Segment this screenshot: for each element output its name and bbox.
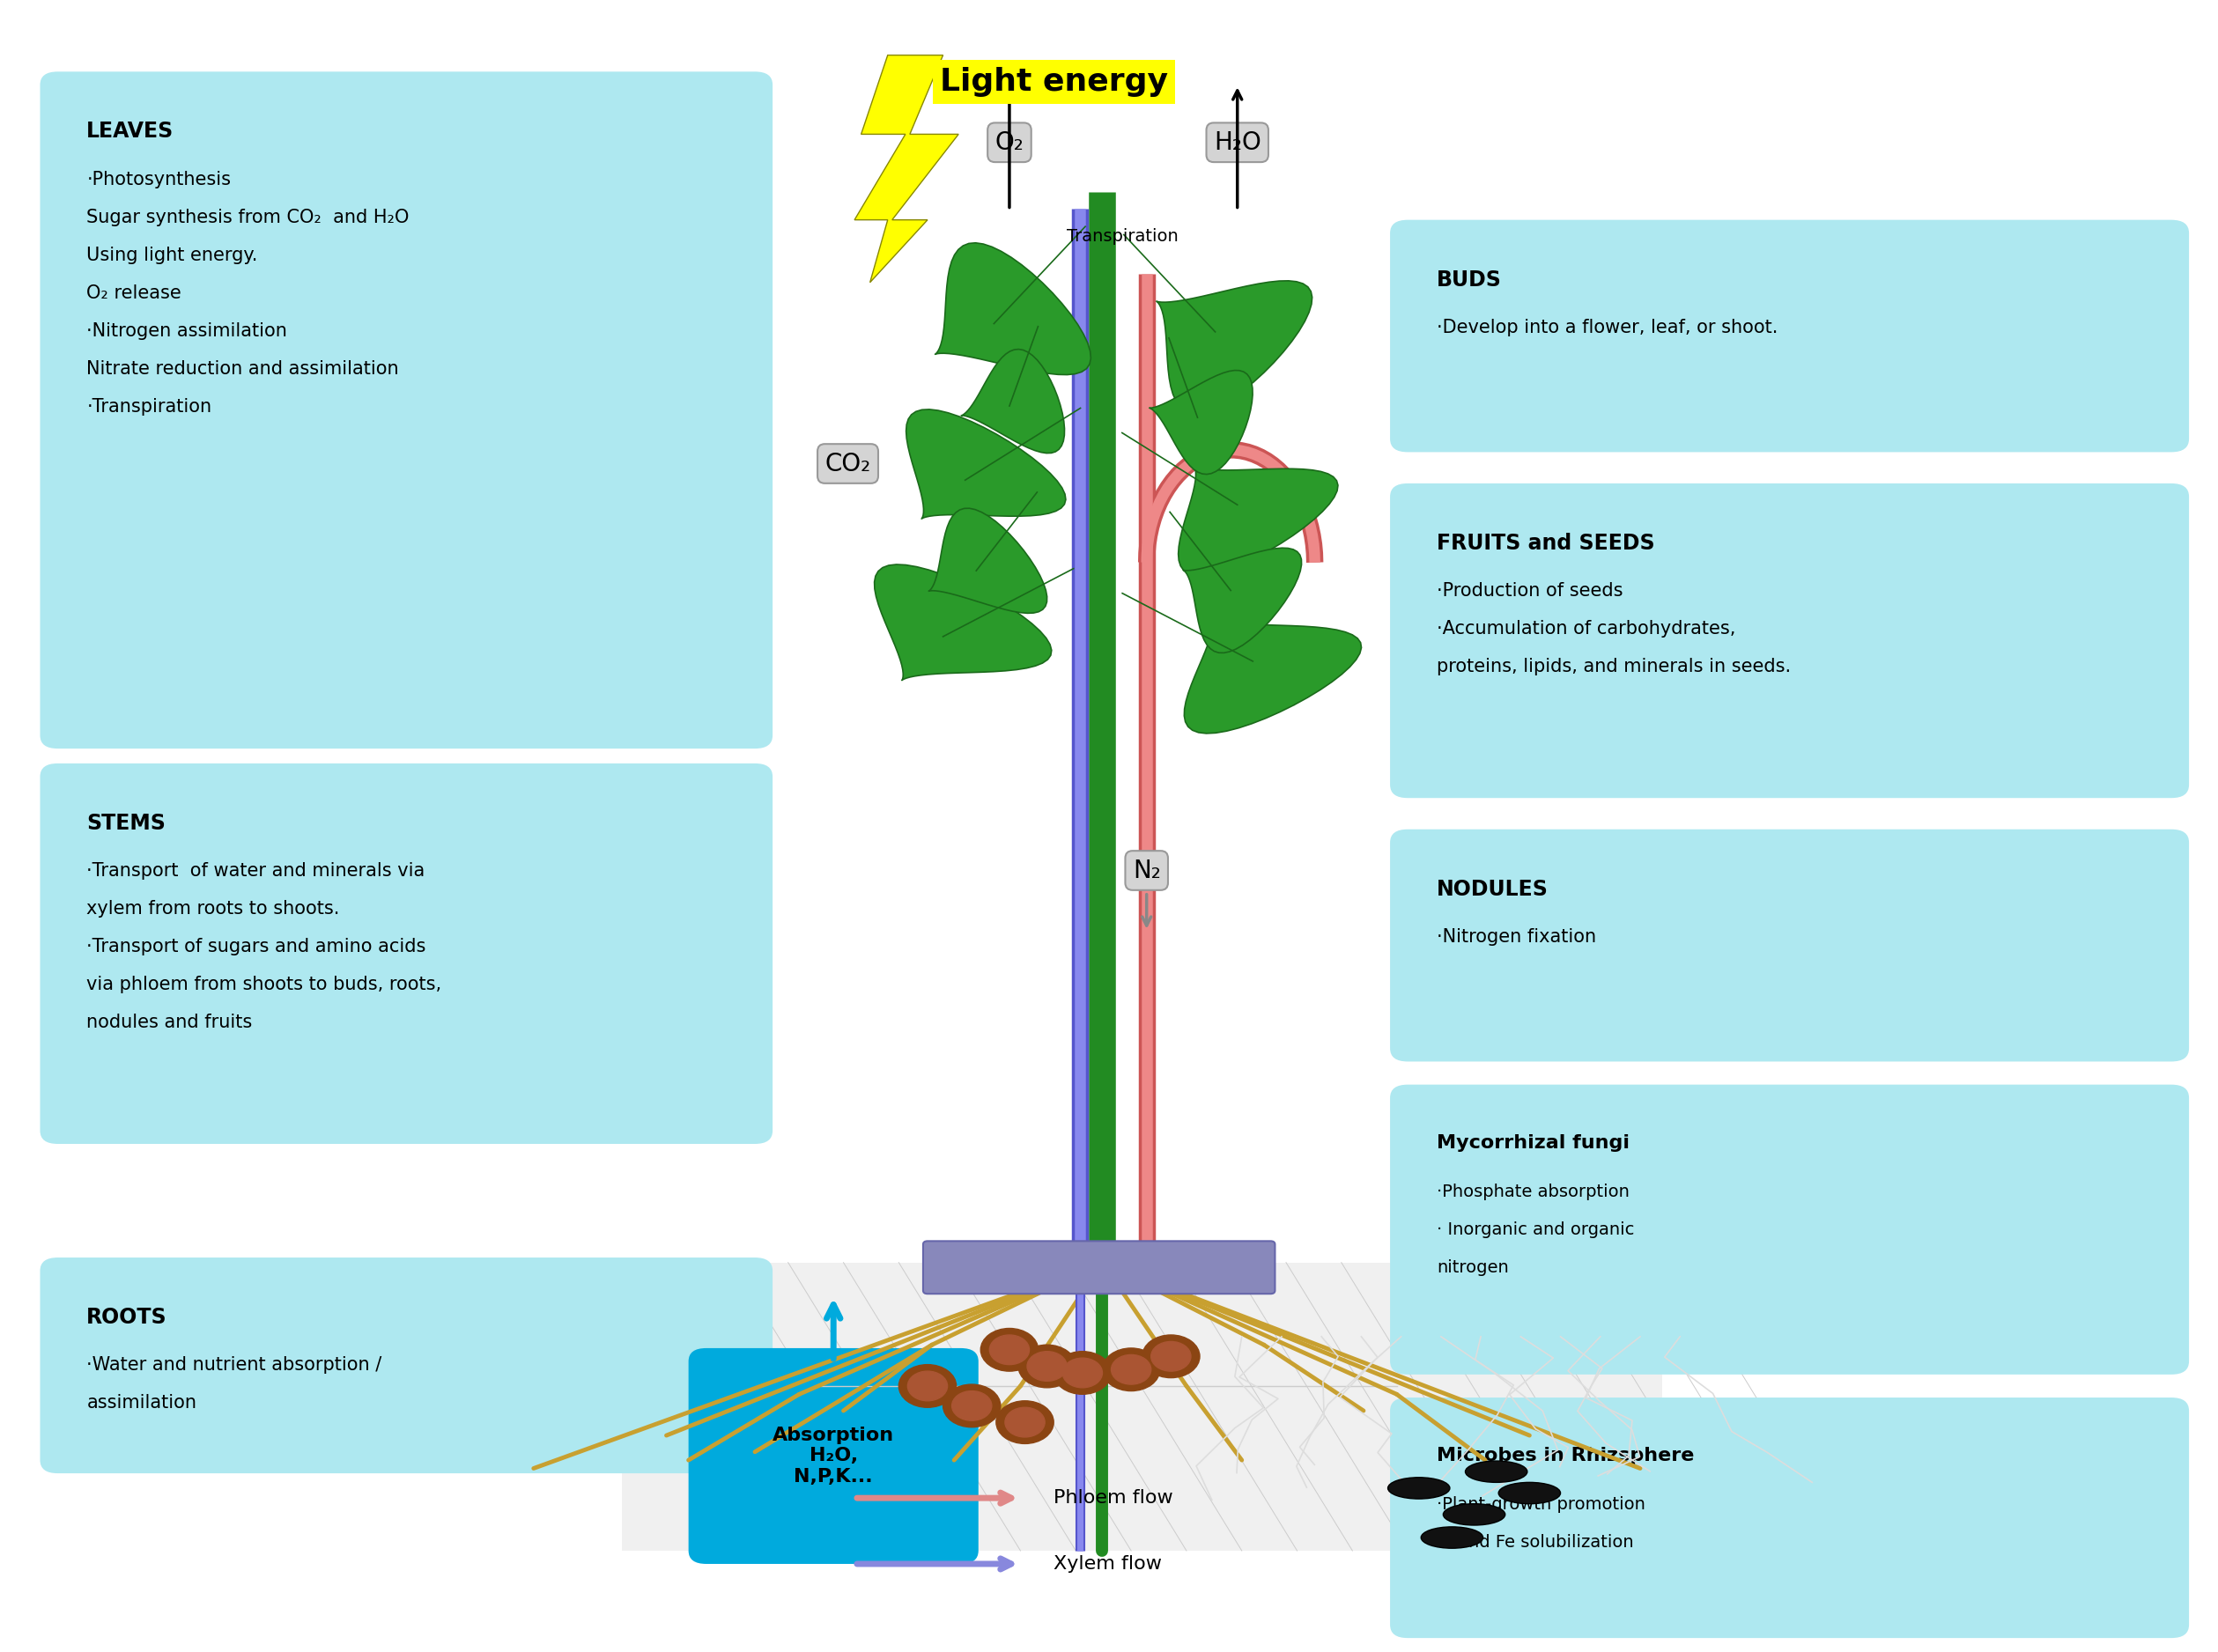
Text: NODULES: NODULES [1437,879,1548,900]
FancyBboxPatch shape [40,71,772,748]
Ellipse shape [1388,1477,1451,1498]
FancyBboxPatch shape [1391,1398,2189,1639]
Text: ·Production of seeds: ·Production of seeds [1437,582,1624,600]
Circle shape [989,1335,1029,1365]
Circle shape [980,1328,1038,1371]
Circle shape [1111,1355,1151,1384]
Text: Transpiration: Transpiration [1067,228,1178,244]
Text: STEMS: STEMS [87,813,166,834]
FancyBboxPatch shape [688,1348,978,1564]
Ellipse shape [1422,1526,1484,1548]
FancyBboxPatch shape [1391,484,2189,798]
Text: BUDS: BUDS [1437,269,1502,291]
Text: ·Transpiration: ·Transpiration [87,398,211,415]
Text: LEAVES: LEAVES [87,121,173,142]
Circle shape [898,1365,956,1408]
Circle shape [943,1384,1000,1427]
FancyBboxPatch shape [1391,1085,2189,1374]
Circle shape [907,1371,947,1401]
Text: ·Nitrogen assimilation: ·Nitrogen assimilation [87,322,288,340]
FancyBboxPatch shape [923,1241,1275,1294]
Text: proteins, lipids, and minerals in seeds.: proteins, lipids, and minerals in seeds. [1437,657,1790,676]
Circle shape [1027,1351,1067,1381]
Polygon shape [936,243,1091,375]
Text: CO₂: CO₂ [825,451,872,476]
Ellipse shape [1466,1460,1528,1482]
Polygon shape [874,565,1051,681]
Text: ·Transport of sugars and amino acids: ·Transport of sugars and amino acids [87,938,426,955]
Text: Phloem flow: Phloem flow [1054,1488,1173,1507]
Polygon shape [1156,281,1313,413]
Text: ·Water and nutrient absorption /: ·Water and nutrient absorption / [87,1356,381,1374]
Circle shape [996,1401,1054,1444]
Polygon shape [929,509,1047,613]
Text: nodules and fruits: nodules and fruits [87,1014,253,1031]
FancyBboxPatch shape [40,763,772,1143]
Polygon shape [1184,618,1362,733]
Text: Light energy: Light energy [940,66,1167,96]
Ellipse shape [1499,1482,1561,1503]
Text: Nitrate reduction and assimilation: Nitrate reduction and assimilation [87,360,399,377]
Polygon shape [907,410,1067,519]
Circle shape [1142,1335,1200,1378]
FancyBboxPatch shape [40,1257,772,1474]
Circle shape [1054,1351,1111,1394]
Text: nitrogen: nitrogen [1437,1259,1508,1275]
Text: N₂: N₂ [1133,857,1160,882]
Text: xylem from roots to shoots.: xylem from roots to shoots. [87,900,339,919]
Text: Sugar synthesis from CO₂  and H₂O: Sugar synthesis from CO₂ and H₂O [87,208,410,226]
Text: H₂O: H₂O [1213,131,1262,155]
Polygon shape [621,1262,1661,1551]
Text: ·Plant-growth promotion: ·Plant-growth promotion [1437,1497,1646,1513]
Polygon shape [1149,370,1253,474]
Text: O₂ release: O₂ release [87,284,182,302]
Polygon shape [854,55,958,282]
FancyBboxPatch shape [1391,829,2189,1062]
Text: Microbes in Rhizsphere: Microbes in Rhizsphere [1437,1447,1695,1465]
Text: · Inorganic and organic: · Inorganic and organic [1437,1221,1635,1237]
Text: ·Accumulation of carbohydrates,: ·Accumulation of carbohydrates, [1437,620,1734,638]
Text: ·Develop into a flower, leaf, or shoot.: ·Develop into a flower, leaf, or shoot. [1437,319,1779,337]
Circle shape [1151,1341,1191,1371]
Text: ·Photosynthesis: ·Photosynthesis [87,170,231,188]
Circle shape [1102,1348,1160,1391]
Text: FRUITS and SEEDS: FRUITS and SEEDS [1437,534,1655,553]
Text: via phloem from shoots to buds, roots,: via phloem from shoots to buds, roots, [87,976,441,993]
Circle shape [1005,1408,1045,1437]
Circle shape [952,1391,991,1421]
Text: ·Phosphate absorption: ·Phosphate absorption [1437,1183,1630,1199]
Circle shape [1062,1358,1102,1388]
Text: assimilation: assimilation [87,1394,197,1412]
Ellipse shape [1444,1503,1506,1525]
FancyBboxPatch shape [1391,220,2189,453]
Circle shape [1018,1345,1076,1388]
Text: ·Transport  of water and minerals via: ·Transport of water and minerals via [87,862,426,881]
Text: ROOTS: ROOTS [87,1307,166,1328]
Polygon shape [960,349,1065,453]
Text: Using light energy.: Using light energy. [87,246,257,264]
Text: O₂: O₂ [996,131,1025,155]
Text: ·P and Fe solubilization: ·P and Fe solubilization [1437,1535,1632,1551]
Text: Xylem flow: Xylem flow [1054,1555,1162,1573]
Text: ·Nitrogen fixation: ·Nitrogen fixation [1437,928,1597,945]
Text: Mycorrhizal fungi: Mycorrhizal fungi [1437,1133,1630,1151]
Polygon shape [1178,466,1337,575]
Text: Absorption
H₂O,
N,P,K...: Absorption H₂O, N,P,K... [772,1427,894,1485]
Polygon shape [1184,548,1302,653]
